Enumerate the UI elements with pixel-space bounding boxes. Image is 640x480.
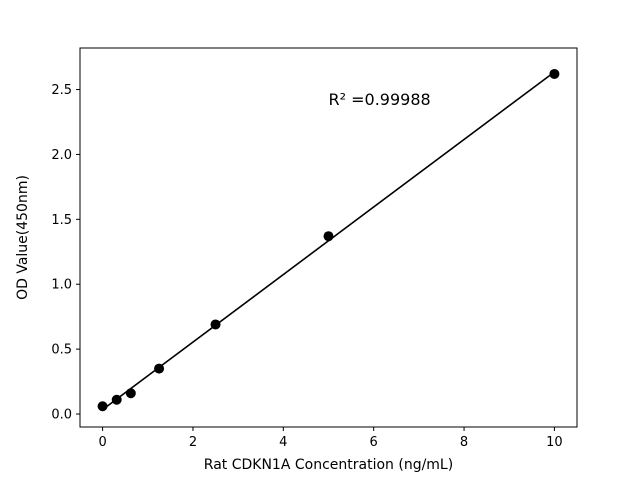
x-tick-label: 4 [279, 435, 287, 450]
x-tick-label: 6 [370, 435, 378, 450]
data-point [210, 319, 221, 330]
y-tick-label: 2.5 [51, 83, 72, 98]
y-tick-label: 1.0 [51, 278, 72, 293]
data-point [549, 68, 560, 79]
data-point [125, 388, 136, 399]
r-squared-annotation: R² =0.99988 [329, 90, 431, 109]
data-point [97, 401, 108, 412]
x-axis-label: Rat CDKN1A Concentration (ng/mL) [204, 457, 453, 473]
plot-frame [79, 47, 578, 428]
data-point [323, 231, 334, 242]
data-point [111, 394, 122, 405]
x-tick-label: 0 [98, 435, 106, 450]
y-tick-label: 1.5 [51, 213, 72, 228]
x-tick-label: 2 [189, 435, 197, 450]
y-tick-label: 0.5 [51, 343, 72, 358]
y-tick-label: 0.0 [51, 408, 72, 423]
data-point [154, 363, 165, 374]
x-tick-label: 8 [460, 435, 468, 450]
y-axis-label: OD Value(450nm) [15, 175, 31, 300]
y-tick-label: 2.0 [51, 148, 72, 163]
x-tick-label: 10 [546, 435, 563, 450]
